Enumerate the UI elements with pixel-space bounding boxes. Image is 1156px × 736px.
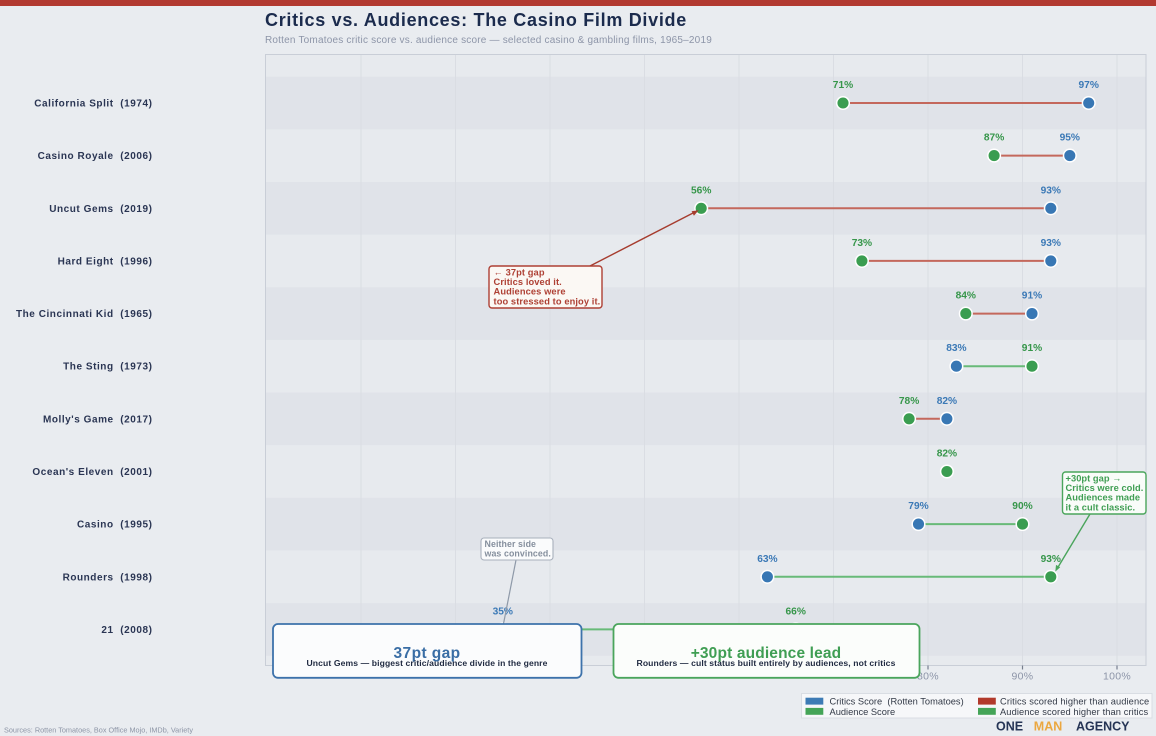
svg-text:Audiences were: Audiences were <box>494 287 566 297</box>
svg-text:35%: 35% <box>493 606 513 617</box>
svg-text:56%: 56% <box>691 185 711 196</box>
svg-text:ONE: ONE <box>996 720 1023 734</box>
svg-text:too stressed to enjoy it.: too stressed to enjoy it. <box>494 296 601 306</box>
svg-text:95%: 95% <box>1060 133 1080 144</box>
svg-text:Rounders (1998): Rounders (1998) <box>63 572 153 583</box>
svg-text:66%: 66% <box>786 606 806 617</box>
svg-text:Casino Royale (2006): Casino Royale (2006) <box>38 151 153 162</box>
svg-text:83%: 83% <box>946 343 966 354</box>
svg-text:The Cincinnati Kid (1965): The Cincinnati Kid (1965) <box>16 309 153 320</box>
svg-text:91%: 91% <box>1022 291 1042 302</box>
svg-text:it a cult classic.: it a cult classic. <box>1066 502 1136 512</box>
svg-text:73%: 73% <box>852 238 872 249</box>
svg-text:Ocean's Eleven (2001): Ocean's Eleven (2001) <box>32 467 152 478</box>
svg-text:Casino (1995): Casino (1995) <box>77 520 153 531</box>
svg-text:97%: 97% <box>1079 80 1099 91</box>
svg-text:87%: 87% <box>984 133 1004 144</box>
svg-text:93%: 93% <box>1041 238 1061 249</box>
svg-text:79%: 79% <box>908 501 928 512</box>
svg-text:84%: 84% <box>956 291 976 302</box>
svg-text:100%: 100% <box>1103 671 1131 683</box>
svg-text:was convinced.: was convinced. <box>484 549 551 559</box>
svg-text:Audiences made: Audiences made <box>1066 493 1141 503</box>
svg-text:Critics vs. Audiences: The Cas: Critics vs. Audiences: The Casino Film D… <box>265 10 687 30</box>
svg-text:Sources: Rotten Tomatoes, Box: Sources: Rotten Tomatoes, Box Office Moj… <box>4 726 193 735</box>
svg-text:The Sting (1973): The Sting (1973) <box>63 362 152 373</box>
svg-text:Rotten Tomatoes critic score v: Rotten Tomatoes critic score vs. audienc… <box>265 35 712 46</box>
svg-text:90%: 90% <box>1012 671 1034 683</box>
svg-text:MAN: MAN <box>1034 720 1062 734</box>
svg-text:71%: 71% <box>833 80 853 91</box>
svg-text:78%: 78% <box>899 396 919 407</box>
svg-text:Critics were cold.: Critics were cold. <box>1066 483 1144 493</box>
svg-text:Hard Eight (1996): Hard Eight (1996) <box>58 256 153 267</box>
svg-text:37pt gap: 37pt gap <box>394 645 461 662</box>
svg-text:Rounders — cult status built e: Rounders — cult status built entirely by… <box>637 658 896 668</box>
svg-text:90%: 90% <box>1012 501 1032 512</box>
svg-text:Uncut Gems (2019): Uncut Gems (2019) <box>49 204 152 215</box>
svg-text:Critics Score (Rotten Tomatoe: Critics Score (Rotten Tomatoes) <box>830 697 964 707</box>
svg-text:82%: 82% <box>937 396 957 407</box>
svg-text:California Split (1974): California Split (1974) <box>34 99 152 110</box>
svg-text:93%: 93% <box>1041 554 1061 565</box>
svg-text:Uncut Gems — biggest critic/au: Uncut Gems — biggest critic/audience div… <box>306 658 547 668</box>
svg-text:63%: 63% <box>757 554 777 565</box>
svg-text:93%: 93% <box>1041 185 1061 196</box>
svg-text:Audience Score: Audience Score <box>830 707 896 717</box>
svg-text:+30pt gap →: +30pt gap → <box>1066 474 1122 484</box>
svg-text:Molly's Game (2017): Molly's Game (2017) <box>43 414 153 425</box>
svg-text:21 (2008): 21 (2008) <box>101 625 152 636</box>
svg-text:Critics scored higher than aud: Critics scored higher than audience <box>1000 697 1149 707</box>
svg-text:82%: 82% <box>937 449 957 460</box>
svg-text:← 37pt gap: ← 37pt gap <box>494 268 545 278</box>
svg-text:Neither side: Neither side <box>485 539 537 549</box>
svg-text:Critics loved it.: Critics loved it. <box>494 277 562 287</box>
svg-text:80%: 80% <box>917 671 939 683</box>
svg-text:AGENCY: AGENCY <box>1076 720 1130 734</box>
svg-text:Audience scored higher than cr: Audience scored higher than critics <box>1000 707 1148 717</box>
svg-text:+30pt audience lead: +30pt audience lead <box>691 645 842 662</box>
svg-text:91%: 91% <box>1022 343 1042 354</box>
